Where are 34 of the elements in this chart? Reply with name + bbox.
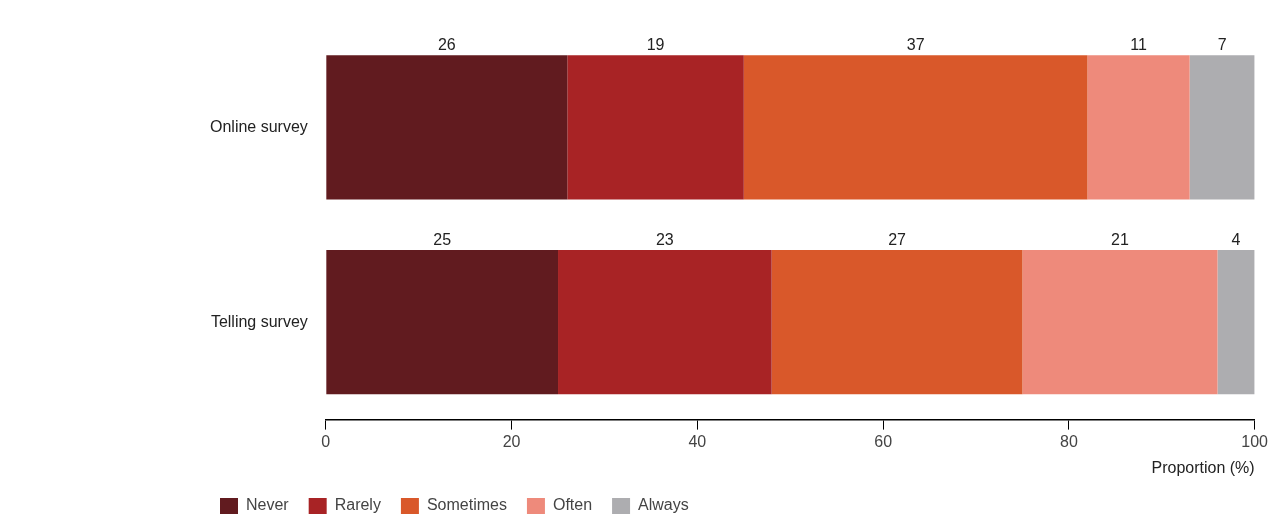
bar	[558, 250, 772, 395]
y-tick-label: Online survey	[209, 117, 308, 135]
y-tick-label: Telling survey	[210, 312, 308, 330]
bar	[1022, 250, 1218, 395]
data-label: 21	[1111, 230, 1129, 248]
x-tick-label: 40	[688, 432, 707, 450]
bar	[326, 55, 568, 200]
data-label: 19	[646, 35, 665, 53]
data-label: 27	[888, 230, 907, 248]
bar	[743, 55, 1088, 200]
legend-label: Never	[246, 496, 290, 514]
bar	[326, 250, 559, 395]
data-label: 11	[1130, 35, 1147, 53]
legend-label: Sometimes	[426, 496, 507, 514]
x-tick-label: 60	[874, 432, 893, 450]
bar	[1217, 250, 1255, 395]
x-tick-label: 80	[1059, 432, 1078, 450]
legend-label: Rarely	[334, 496, 381, 514]
data-label: 25	[433, 230, 452, 248]
data-label: 37	[906, 35, 925, 53]
data-label: 23	[655, 230, 674, 248]
bar	[1189, 55, 1255, 200]
x-tick-label: 0	[321, 432, 331, 450]
x-tick-label: 100	[1241, 432, 1269, 450]
x-tick-label: 20	[502, 432, 521, 450]
data-label: 4	[1231, 230, 1241, 248]
data-label: 26	[437, 35, 456, 53]
bar	[1087, 55, 1190, 200]
x-axis-title: Proportion (%)	[1151, 458, 1255, 476]
bar	[567, 55, 744, 200]
legend-label: Often	[552, 496, 593, 514]
legend-label: Always	[638, 496, 689, 514]
data-label: 7	[1217, 35, 1227, 53]
bar	[771, 250, 1023, 395]
